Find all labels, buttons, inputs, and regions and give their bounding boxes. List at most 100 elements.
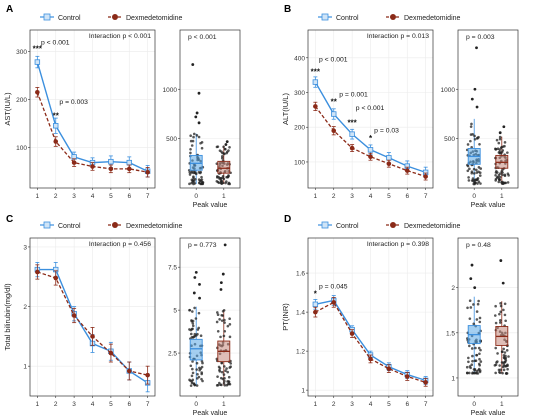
x-tick-label: 1: [314, 401, 318, 408]
significance-annotation: **: [331, 98, 338, 107]
x-tick-label: 1: [314, 193, 318, 200]
data-point-dex: [423, 380, 428, 385]
jitter-point: [221, 377, 225, 381]
significance-annotation: p = 0.001: [339, 92, 368, 99]
jitter-point: [475, 318, 479, 321]
jitter-point: [221, 151, 224, 155]
jitter-point: [472, 303, 475, 306]
outlier-point: [219, 281, 223, 285]
jitter-point: [468, 299, 472, 303]
box-x-tick-label: 1: [222, 401, 226, 408]
data-point-dex: [126, 166, 132, 172]
jitter-point: [466, 306, 469, 310]
jitter-point: [502, 368, 506, 372]
jitter-point: [475, 178, 479, 182]
legend-dex-label: Dexmedetomidine: [126, 223, 183, 230]
jitter-point: [502, 363, 506, 366]
jitter-point: [224, 147, 227, 151]
x-tick-label: 3: [72, 193, 76, 200]
x-tick-label: 3: [350, 401, 354, 408]
outlier-point: [223, 243, 227, 247]
jitter-point: [498, 135, 502, 139]
legend-dex-key: [390, 14, 396, 20]
significance-annotation: ***: [311, 67, 321, 76]
jitter-point: [220, 319, 224, 322]
jitter-point: [479, 348, 482, 352]
x-tick-label: 6: [405, 193, 409, 200]
y-tick-label: 1.2: [296, 349, 305, 356]
box-y-tick-label: 1: [451, 375, 455, 382]
jitter-point: [501, 371, 504, 375]
y-axis-label: AST(IU/L): [3, 92, 12, 126]
jitter-point: [494, 321, 498, 325]
outlier-point: [501, 281, 505, 285]
x-tick-label: 2: [332, 193, 336, 200]
jitter-point: [192, 182, 195, 186]
jitter-point: [473, 368, 477, 371]
jitter-point: [200, 377, 203, 381]
y-axis-label: ALT(IU/L): [281, 93, 290, 125]
data-point-dex: [349, 145, 355, 151]
box-y-tick-label: 2.5: [168, 351, 177, 358]
significance-annotation: *: [314, 290, 318, 299]
jitter-point: [466, 169, 470, 173]
jitter-point: [473, 134, 476, 138]
jitter-point: [226, 370, 229, 374]
jitter-point: [503, 173, 507, 177]
jitter-point: [498, 321, 502, 324]
jitter-point: [190, 380, 194, 383]
significance-annotation: p < 0.001: [41, 39, 70, 46]
jitter-point: [493, 364, 497, 367]
outlier-point: [198, 282, 201, 286]
line-plot: 1 1.2 1.4 1.6 1 2 3 4 5 6 7 PT(INR) Interaction p = …: [281, 237, 434, 408]
box-x-axis-label: Peak value: [471, 202, 506, 209]
jitter-point: [497, 173, 501, 177]
jitter-point: [470, 122, 473, 126]
jitter-point: [229, 362, 233, 365]
jitter-point: [223, 379, 226, 383]
data-point-dex: [71, 160, 77, 165]
box-x-tick-label: 0: [472, 401, 476, 408]
jitter-point: [222, 145, 225, 149]
jitter-point: [468, 167, 471, 171]
x-tick-label: 7: [146, 401, 150, 408]
x-tick-label: 2: [54, 193, 58, 200]
data-point-control: [349, 131, 355, 137]
legend: Control Dexmedetomidine: [40, 221, 183, 230]
box-y-tick-label: 2: [451, 285, 455, 292]
jitter-point: [192, 135, 195, 139]
jitter-point: [190, 374, 194, 378]
jitter-point: [494, 346, 498, 350]
jitter-point: [498, 175, 502, 179]
jitter-point: [471, 359, 474, 363]
jitter-point: [498, 364, 501, 367]
jitter-point: [498, 371, 502, 375]
y-tick-label: 400: [294, 55, 305, 62]
jitter-point: [216, 375, 219, 378]
jitter-point: [472, 322, 476, 326]
jitter-point: [189, 134, 192, 138]
x-tick-label: 6: [405, 401, 409, 408]
jitter-point: [189, 147, 192, 151]
jitter-point: [468, 371, 471, 375]
jitter-point: [225, 180, 228, 183]
line-plot-frame: [307, 29, 434, 189]
jitter-point: [469, 139, 472, 143]
jitter-point: [494, 179, 497, 182]
jitter-point: [476, 182, 479, 185]
legend-control-key: [321, 221, 329, 229]
jitter-point: [222, 373, 226, 376]
jitter-point: [504, 319, 507, 323]
jitter-point: [498, 178, 501, 182]
jitter-point: [503, 144, 506, 148]
outlier-point: [197, 91, 201, 95]
legend-dex-key: [112, 222, 118, 228]
panel-b: Control Dexmedetomidine 100 200 300 400 1 2 3 4 5 6…: [281, 13, 519, 209]
jitter-point: [470, 145, 473, 149]
box-y-tick-label: 500: [166, 136, 177, 143]
jitter-point: [467, 179, 471, 182]
jitter-point: [222, 177, 226, 181]
outlier-point: [498, 131, 502, 135]
outlier-point: [224, 143, 228, 146]
box-iqr: [189, 338, 203, 361]
